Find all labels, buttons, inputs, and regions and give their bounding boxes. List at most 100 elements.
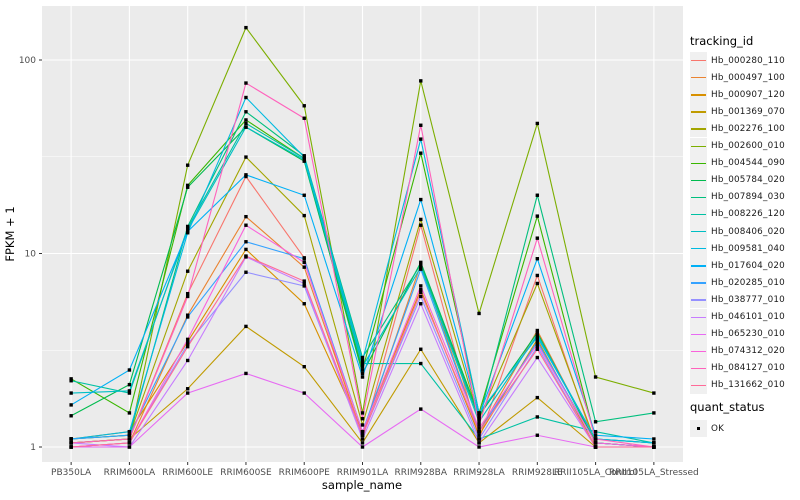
- data-point: [477, 311, 481, 316]
- data-point: [593, 429, 598, 434]
- legend-key-swatch: [690, 291, 707, 309]
- data-point: [535, 342, 540, 346]
- data-point: [477, 437, 481, 441]
- data-point: [535, 236, 540, 240]
- data-point: [593, 375, 598, 379]
- data-point: [244, 240, 248, 244]
- data-point: [185, 337, 190, 342]
- legend-item-label: Hb_020285_010: [711, 277, 785, 288]
- data-point: [419, 79, 423, 83]
- data-point: [127, 391, 132, 395]
- legend-key-swatch: [690, 154, 707, 172]
- data-point: [185, 294, 190, 299]
- legend-line-icon: [691, 94, 706, 96]
- data-point: [127, 411, 132, 415]
- legend-key-swatch: [690, 86, 707, 104]
- data-point: [244, 223, 248, 227]
- data-point: [244, 25, 248, 30]
- legend-line-icon: [691, 316, 706, 318]
- data-point: [419, 123, 423, 127]
- data-point: [244, 214, 248, 219]
- data-point: [477, 411, 481, 415]
- data-point: [244, 121, 248, 126]
- data-point: [593, 433, 598, 437]
- y-axis-title: FPKM + 1: [3, 206, 17, 261]
- data-point: [127, 429, 132, 434]
- legend-key-swatch: [690, 376, 707, 394]
- x-tick-label: RRII105LA_Control: [554, 468, 637, 478]
- data-point: [69, 441, 73, 445]
- legend-item: Hb_065230_010: [690, 325, 785, 343]
- data-point: [185, 226, 190, 230]
- legend-line-icon: [691, 145, 706, 147]
- data-point: [244, 254, 248, 258]
- data-point: [185, 224, 190, 229]
- data-point: [360, 411, 365, 415]
- data-point: [535, 214, 540, 218]
- data-point: [69, 403, 73, 407]
- data-point: [185, 315, 190, 319]
- data-point: [652, 411, 656, 415]
- data-point: [127, 382, 132, 387]
- legend-line-icon: [691, 111, 706, 113]
- x-tick-label: RRIM901LA: [337, 468, 389, 478]
- data-point: [535, 281, 540, 286]
- data-point: [535, 344, 540, 349]
- data-point: [185, 269, 190, 273]
- data-point: [360, 433, 365, 437]
- legend-item-label: Hb_007894_030: [711, 192, 785, 203]
- legend-line-icon: [691, 128, 706, 130]
- legend-item: Hb_000907_120: [690, 86, 785, 104]
- data-point: [127, 368, 132, 372]
- legend-line-icon: [691, 213, 706, 216]
- y-tick-label: 100: [19, 56, 36, 66]
- data-point: [360, 365, 365, 369]
- legend-key-swatch: [690, 359, 707, 377]
- legend-item-label: Hb_038777_010: [711, 294, 785, 305]
- data-point: [185, 185, 190, 189]
- legend-item: Hb_002600_010: [690, 137, 785, 155]
- data-point: [302, 193, 306, 197]
- data-point: [360, 417, 365, 421]
- data-point: [535, 328, 540, 333]
- data-point: [652, 445, 656, 449]
- data-point: [127, 437, 132, 441]
- x-tick-label: RRIM928LA: [453, 468, 505, 478]
- data-point: [360, 375, 365, 379]
- x-tick-label: PB350LA: [51, 468, 92, 478]
- data-point: [535, 330, 540, 335]
- data-point: [185, 340, 190, 344]
- x-tick-label: RRIM600SE: [220, 468, 272, 478]
- data-point: [69, 391, 73, 395]
- black-square-point-icon: [697, 427, 701, 431]
- data-point: [535, 355, 540, 360]
- data-point: [302, 213, 306, 218]
- data-point: [244, 324, 248, 329]
- y-tick-label: 10: [25, 250, 37, 260]
- data-point: [477, 417, 481, 421]
- legend-line-icon: [691, 350, 706, 353]
- data-point: [419, 294, 423, 299]
- data-point: [185, 342, 190, 346]
- legend-key-swatch: [690, 188, 707, 206]
- data-point: [302, 116, 306, 120]
- x-tick-label: RRIM928LE: [512, 468, 563, 478]
- legend-key-swatch: [690, 137, 707, 155]
- data-point: [69, 379, 73, 383]
- data-point: [185, 358, 190, 363]
- legend-item-label: Hb_008406_020: [711, 226, 785, 237]
- legend-key-swatch: [690, 342, 707, 360]
- data-point: [302, 256, 306, 261]
- data-point: [360, 445, 365, 449]
- quant-status-ok-marker-key: [690, 420, 707, 437]
- legend-item: Hb_000497_100: [690, 69, 785, 87]
- data-point: [419, 262, 423, 266]
- legend-item-label: Hb_046101_010: [711, 312, 785, 322]
- data-point: [185, 391, 190, 395]
- legend-line-icon: [691, 179, 706, 182]
- data-point: [244, 118, 248, 122]
- data-point: [69, 437, 73, 441]
- data-point: [535, 193, 540, 197]
- data-point: [477, 433, 481, 437]
- legend-item: Hb_020285_010: [690, 274, 785, 292]
